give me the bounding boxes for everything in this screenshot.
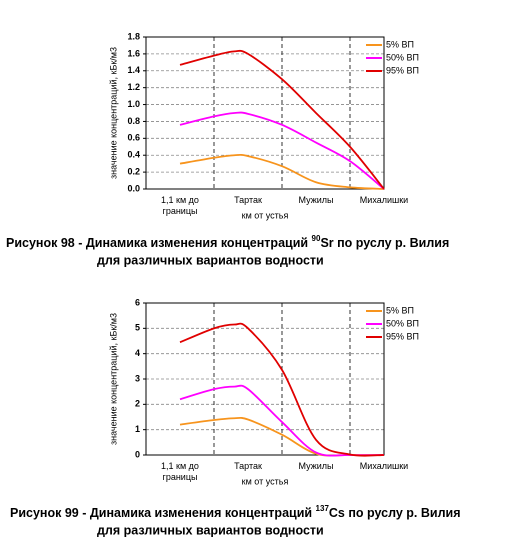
x-tick-label: 1,1 км до границы	[161, 195, 199, 216]
caption-rest: Sr по руслу р. Вилия	[320, 236, 449, 250]
y-axis-label: значение концентраций, кБк/м3	[108, 47, 118, 179]
y-tick-label: 1.4	[127, 65, 140, 75]
caption-line2: для различных вариантов водности	[97, 523, 324, 537]
x-tick-label-box: Тартак	[234, 195, 262, 205]
x-tick-label: Михалишки	[359, 461, 409, 471]
caption: Рисунок 99 - Динамика изменения концентр…	[10, 504, 461, 520]
y-tick-label: 5	[135, 323, 140, 333]
x-tick-label-box: 1,1 км до границы	[161, 195, 199, 216]
x-tick-label: Тартак	[234, 195, 262, 205]
series-line	[179, 322, 385, 457]
x-tick-label-box: Тартак	[234, 461, 262, 471]
y-tick-label: 1	[135, 424, 140, 434]
caption-rest: Cs по руслу р. Вилия	[329, 506, 461, 520]
y-tick-label: 3	[135, 373, 140, 383]
legend-label: 5% ВП	[386, 39, 414, 49]
legend-label: 5% ВП	[386, 305, 414, 315]
x-tick-label-box: 1,1 км до границы	[161, 461, 199, 482]
y-tick-label: 0.6	[127, 133, 140, 143]
y-tick-label: 2	[135, 399, 140, 409]
x-tick-label-box: Михалишки	[359, 195, 409, 205]
y-tick-label: 4	[135, 348, 140, 358]
caption-superscript: 137	[316, 504, 330, 513]
caption-prefix: Рисунок 99 - Динамика изменения концентр…	[10, 506, 316, 520]
y-tick-label: 1.6	[127, 48, 140, 58]
legend-label: 95% ВП	[386, 331, 419, 341]
x-axis-label: км от устья	[242, 476, 289, 486]
y-axis-label: значение концентраций, кБк/м3	[108, 313, 118, 445]
x-tick-label: Мужилы	[298, 461, 334, 471]
y-tick-label: 0.2	[127, 166, 140, 176]
y-tick-label: 6	[135, 297, 140, 307]
x-axis-label: км от устья	[242, 210, 289, 220]
series-line	[179, 111, 385, 190]
x-tick-label: 1,1 км до границы	[161, 461, 199, 482]
x-tick-label: Михалишки	[359, 195, 409, 205]
series-line	[179, 49, 385, 190]
x-tick-label-box: Мужилы	[298, 461, 334, 471]
legend-label: 50% ВП	[386, 52, 419, 62]
series-line	[179, 384, 385, 457]
caption-superscript: 90	[312, 234, 321, 243]
caption-prefix: Рисунок 98 - Динамика изменения концентр…	[6, 236, 312, 250]
x-tick-label: Мужилы	[298, 195, 334, 205]
plot-frame	[145, 36, 385, 190]
y-tick-label: 0.0	[127, 183, 140, 193]
legend-label: 95% ВП	[386, 65, 419, 75]
series-line	[179, 153, 385, 190]
x-tick-label-box: Михалишки	[359, 461, 409, 471]
caption: Рисунок 98 - Динамика изменения концентр…	[6, 234, 449, 250]
x-tick-label: Тартак	[234, 461, 262, 471]
chart: 0 1 2 3 4 5 6 1,1 км до границы Тартак Мужилы Миха…	[10, 297, 461, 537]
legend-label: 50% ВП	[386, 318, 419, 328]
y-tick-label: 0	[135, 449, 140, 459]
y-tick-label: 0.8	[127, 116, 140, 126]
caption-line2: для различных вариантов водности	[97, 253, 324, 267]
x-tick-label-box: Мужилы	[298, 195, 334, 205]
y-tick-label: 1.8	[127, 31, 140, 41]
y-tick-label: 1.0	[127, 99, 140, 109]
chart: 0.0 0.2 0.4 0.6 0.8 1.0 1.2 1.4 1.6 1.8 1,1 км до …	[6, 31, 449, 267]
plot-frame	[145, 302, 385, 456]
y-tick-label: 0.4	[127, 150, 140, 160]
y-tick-label: 1.2	[127, 82, 140, 92]
